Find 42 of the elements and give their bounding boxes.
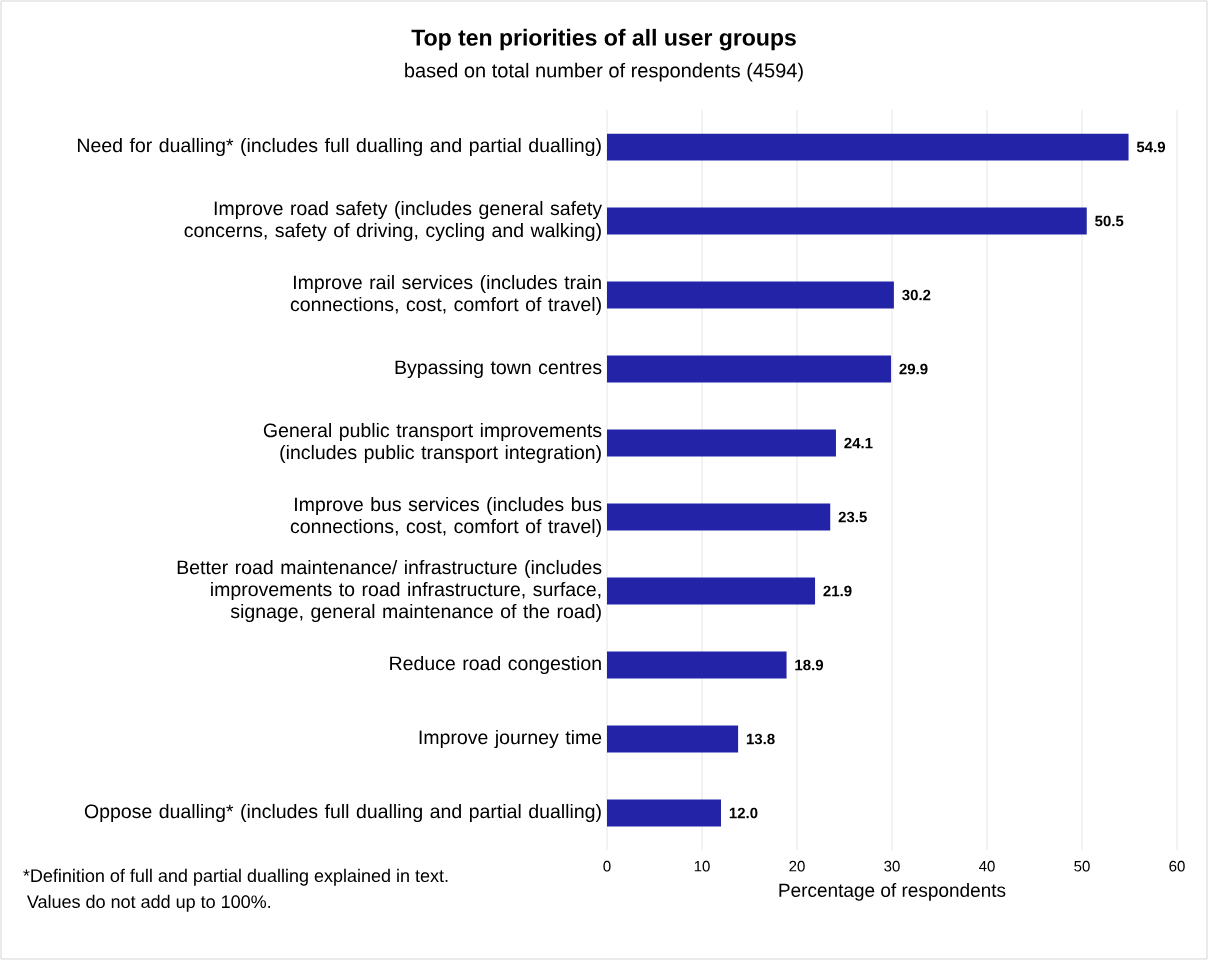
y-tick-label: Bypassing town centres [395, 359, 602, 379]
y-tick-label: Improve road safety (includes general safety concerns, safety of driving, cycling and walking) [184, 200, 603, 242]
x-tick-label: 30 [884, 860, 900, 872]
y-tick-label: Improve rail services (includes train connections, cost, comfort of travel) [290, 274, 601, 316]
x-tick-label: 50 [1074, 860, 1090, 872]
text: *Definition of full and partial dualling explained in text. [23, 868, 448, 886]
data-label: 23.5 [838, 511, 867, 523]
bar [607, 503, 831, 531]
bar [607, 133, 1129, 161]
bar [607, 725, 739, 753]
bar [607, 207, 1087, 235]
data-label: 12.0 [729, 807, 758, 819]
x-tick-label: 20 [789, 860, 805, 872]
text: Values do not add up to 100%. [26, 894, 271, 912]
x-tick-label: 60 [1169, 860, 1185, 872]
bar [607, 355, 892, 383]
y-tick-label: Reduce road congestion [390, 655, 601, 675]
x-tick-label: 40 [979, 860, 995, 872]
bar [607, 281, 894, 309]
bar [607, 651, 787, 679]
y-tick-label: Oppose dualling* (includes full dualling and partial dualling) [84, 803, 601, 823]
y-tick-label: Better road maintenance/ infrastructure (includes improvements to road infrastructure, surface, signage, general maintenance of the road) [177, 559, 602, 623]
x-tick-label: 0 [603, 860, 611, 872]
data-label: 18.9 [795, 659, 824, 671]
data-label: 50.5 [1095, 215, 1124, 227]
bar [607, 799, 721, 827]
y-tick-label: Improve bus services (includes bus connections, cost, comfort of travel) [290, 496, 602, 538]
bar [607, 577, 816, 605]
chart-subtitle: based on total number of respondents (4594) [405, 62, 803, 82]
data-label: 13.8 [746, 733, 775, 745]
x-axis-title: Percentage of respondents [779, 883, 1006, 901]
y-tick-label: Need for dualling* (includes full dualling and partial dualling) [78, 137, 601, 157]
data-label: 21.9 [823, 585, 852, 597]
x-tick-label: 10 [694, 860, 710, 872]
bar [607, 429, 836, 457]
data-label: 24.1 [844, 437, 873, 449]
data-label: 54.9 [1136, 141, 1166, 153]
chart-title: Top ten priorities of all user groups [411, 28, 796, 51]
y-tick-label: General public transport improvements (includes public transport integration) [263, 422, 602, 464]
data-label: 30.2 [902, 289, 931, 301]
y-tick-label: Improve journey time [419, 729, 602, 749]
data-label: 29.9 [899, 363, 928, 375]
